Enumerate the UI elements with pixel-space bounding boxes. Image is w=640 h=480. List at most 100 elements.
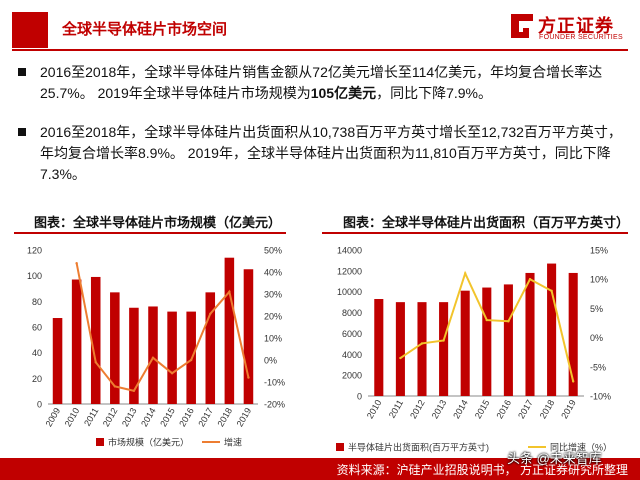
logo-subtitle: FOUNDER SECURITIES — [539, 34, 623, 41]
growth-point — [420, 342, 424, 345]
x-tick-label: 2012 — [408, 398, 427, 420]
bar — [224, 257, 235, 404]
bullet-text: 2016至2018年，全球半导体硅片出货面积从10,738百万平方英寸增长至12… — [40, 124, 622, 182]
legend-bar-swatch — [336, 443, 344, 451]
x-tick-label: 2017 — [516, 398, 535, 420]
bar — [395, 302, 405, 396]
x-tick-label: 2013 — [120, 406, 139, 428]
y-tick-right-label: 50% — [264, 246, 282, 256]
bar — [374, 299, 384, 396]
legend-line-label: 同比增速（%） — [550, 442, 612, 453]
y-tick-left-label: 80 — [32, 297, 42, 307]
y-tick-right-label: 15% — [590, 246, 608, 256]
chart-market-size-title: 图表：全球半导体硅片市场规模（亿美元） — [34, 215, 282, 230]
y-tick-right-label: 0% — [264, 356, 277, 366]
growth-point — [113, 385, 117, 388]
bullet-marker — [18, 128, 26, 136]
y-tick-left-label: 4000 — [342, 350, 362, 360]
y-tick-left-label: 8000 — [342, 308, 362, 318]
bar — [568, 272, 578, 396]
bar — [460, 290, 470, 396]
x-tick-label: 2016 — [177, 406, 196, 428]
legend-bar-swatch — [96, 438, 104, 446]
growth-point — [507, 320, 510, 323]
growth-point — [464, 272, 467, 275]
growth-point — [572, 380, 575, 383]
bar — [148, 306, 158, 404]
chart-title-divider — [14, 232, 286, 234]
x-tick-label: 2019 — [559, 398, 578, 420]
bar — [547, 263, 557, 396]
bar — [167, 311, 177, 404]
y-tick-left-label: 60 — [32, 323, 42, 333]
chart-shipment-title: 图表：全球半导体硅片出货面积（百万平方英寸） — [343, 215, 630, 230]
bar — [52, 318, 63, 404]
chart-market-size: 0 20 40 60 80 100 120 -20% -10% 0% 10% 20% 30% 40% 50%… — [27, 246, 285, 448]
growth-line — [75, 263, 250, 392]
chart-shipment-area: 0 2000 4000 6000 8000 10000 12000 14000 -10% -5% 0… — [336, 246, 612, 453]
legend-bar-label: 市场规模（亿美元） — [108, 437, 189, 448]
bar — [243, 269, 254, 404]
bullet-highlight: 105亿美元 — [310, 85, 377, 101]
chart-title-divider — [322, 232, 628, 234]
bar — [439, 302, 449, 396]
y-tick-left-label: 10000 — [337, 287, 362, 297]
growth-point — [228, 290, 231, 293]
x-tick-label: 2016 — [494, 398, 513, 420]
x-tick-label: 2010 — [365, 398, 384, 420]
founder-securities-logo: 方正证券 FOUNDER SECURITIES — [505, 10, 635, 46]
growth-point — [75, 262, 78, 265]
y-tick-left-label: 12000 — [337, 266, 362, 276]
x-tick-label: 2017 — [196, 406, 215, 428]
growth-point — [528, 278, 532, 281]
x-tick-label: 2015 — [158, 406, 177, 428]
y-tick-right-label: 10% — [264, 334, 282, 344]
growth-point — [151, 356, 155, 359]
y-tick-left-label: 0 — [357, 392, 362, 402]
logo-name: 方正证券 — [538, 16, 614, 36]
y-tick-right-label: -20% — [264, 400, 285, 410]
y-tick-right-label: -5% — [590, 362, 606, 372]
x-tick-label: 2018 — [215, 406, 234, 428]
growth-point — [189, 358, 193, 362]
source-note: 资料来源：沪硅产业招股说明书， 方正证券研究所整理 — [336, 463, 628, 477]
y-tick-left-label: 0 — [37, 400, 42, 410]
x-tick-label: 2011 — [387, 398, 405, 420]
y-tick-right-label: 0% — [590, 333, 603, 343]
legend-bar-label: 半导体硅片出货面积(百万平方英寸) — [348, 442, 489, 453]
bar — [417, 302, 427, 396]
footer-bar — [0, 458, 640, 480]
x-tick-label: 2014 — [139, 406, 158, 428]
y-tick-right-label: 20% — [264, 312, 282, 322]
x-tick-label: 2014 — [451, 398, 470, 420]
y-tick-right-label: -10% — [590, 392, 611, 402]
y-tick-left-label: 20 — [32, 374, 42, 384]
growth-point — [550, 289, 553, 293]
x-tick-label: 2011 — [82, 406, 100, 428]
growth-point — [442, 339, 445, 342]
x-tick-label: 2010 — [63, 406, 82, 428]
x-tick-label: 2012 — [101, 406, 120, 428]
bullet-shipment-area: 2016至2018年，全球半导体硅片出货面积从10,738百万平方英寸增长至12… — [18, 122, 630, 185]
bar — [525, 272, 535, 396]
bar — [482, 287, 492, 396]
watermark: 头条 @未来智库 — [507, 451, 602, 466]
bullet-text: 2016至2018年，全球半导体硅片销售金额从72亿美元增长至114亿美元，年均… — [40, 64, 603, 101]
y-tick-left-label: 40 — [32, 348, 42, 358]
growth-point — [132, 389, 136, 392]
x-tick-label: 2015 — [473, 398, 492, 420]
bar — [503, 284, 513, 396]
growth-point — [94, 361, 97, 364]
y-tick-left-label: 2000 — [342, 371, 362, 381]
growth-point — [399, 356, 402, 360]
header-accent-square — [12, 12, 48, 48]
growth-point — [485, 318, 488, 322]
growth-point — [247, 376, 250, 379]
bar — [71, 279, 82, 404]
page-title: 全球半导体硅片市场空间 — [62, 21, 228, 38]
y-tick-left-label: 6000 — [342, 329, 362, 339]
y-tick-right-label: -10% — [264, 378, 285, 388]
bullet-marker — [18, 68, 26, 76]
bar — [129, 307, 139, 404]
y-tick-left-label: 120 — [27, 246, 42, 256]
